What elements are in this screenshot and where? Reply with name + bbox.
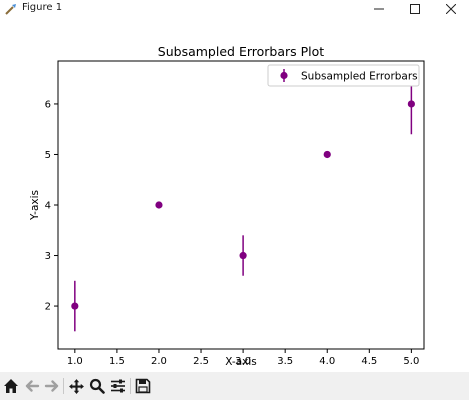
y-ticks: 2 3 4 5 6 [45,99,58,313]
x-tick-label: 2.5 [193,356,209,367]
maximize-icon [410,4,420,14]
zoom-button[interactable] [87,375,107,397]
pan-button[interactable] [66,375,86,397]
axes-frame [57,60,425,350]
x-tick-label: 2.0 [151,356,167,367]
maximize-button[interactable] [397,0,433,18]
data-point [323,150,331,159]
data-point [239,251,247,260]
x-tick-label: 4.5 [361,356,377,367]
home-button[interactable] [1,375,21,397]
x-axis-label: X-axis [225,356,257,368]
back-arrow-icon [25,380,40,392]
y-tick-label: 5 [45,150,51,161]
x-tick-label: 3.0 [235,356,251,367]
y-tick-label: 4 [45,201,51,212]
forward-button[interactable] [42,375,62,397]
back-button[interactable] [22,375,42,397]
y-tick-label: 2 [45,302,51,313]
y-axis-label: Y-axis [29,190,41,221]
x-tick-label: 1.0 [67,356,83,367]
legend: Subsampled Errorbars [267,64,420,87]
save-button[interactable] [133,375,153,397]
chart-title: Subsampled Errorbars Plot [158,44,324,59]
zoom-icon [89,378,105,394]
window-title: Figure 1 [22,2,63,13]
home-icon [4,379,18,393]
configure-subplots-icon [111,379,125,393]
close-button[interactable] [433,0,469,18]
app-icon [5,4,16,15]
configure-subplots-button[interactable] [108,375,128,397]
x-ticks: 1.0 1.5 2.0 2.5 3.0 3.5 4.0 4.5 5.0 [67,349,419,367]
toolbar-separator [130,378,131,394]
save-icon [135,378,151,394]
x-tick-label: 4.0 [319,356,335,367]
close-icon [446,4,456,14]
toolbar-separator [63,378,64,394]
y-tick-label: 6 [45,99,51,110]
x-tick-label: 1.5 [109,356,125,367]
y-tick-label: 3 [45,251,51,262]
x-tick-label: 5.0 [403,356,419,367]
navigation-toolbar [0,372,469,400]
legend-box [267,64,420,87]
x-tick-label: 3.5 [277,356,293,367]
legend-label: Subsampled Errorbars [301,71,418,83]
data-point [71,302,79,310]
pan-icon [68,378,84,394]
forward-arrow-icon [44,380,59,392]
minimize-button[interactable] [361,0,397,18]
data-point [155,201,163,209]
data-point [407,100,415,108]
figure-canvas: Subsampled Errorbars Plot X-axis Y-axis … [0,18,469,372]
errorbar-chart: Subsampled Errorbars Plot X-axis Y-axis … [29,44,425,368]
minimize-icon [374,8,384,10]
window-titlebar: Figure 1 [0,0,469,18]
legend-point-marker [280,71,288,80]
